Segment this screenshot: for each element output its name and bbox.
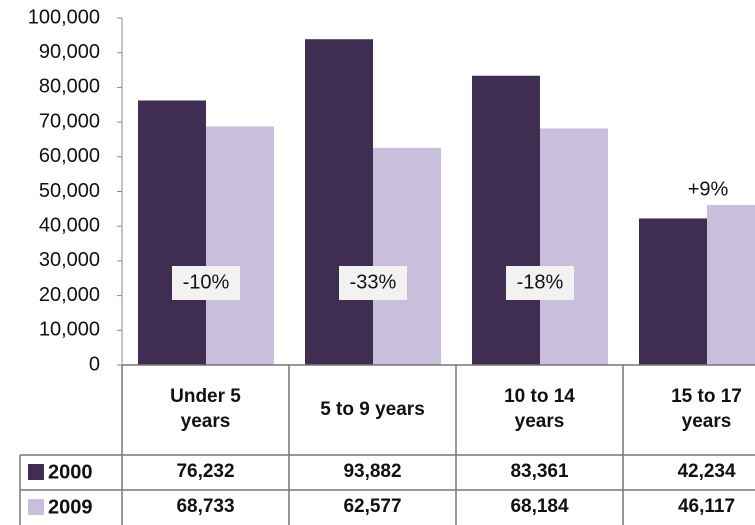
table-value-box: 76,232 — [176, 461, 235, 483]
y-tick-label: 30,000 — [39, 249, 100, 271]
table-value-box: 68,733 — [176, 496, 235, 518]
y-tick-label: 0 — [89, 353, 100, 375]
y-tick-label: 40,000 — [39, 214, 100, 236]
table-value: 62,577 — [343, 496, 402, 518]
y-tick-label: 90,000 — [39, 41, 100, 63]
bar — [707, 204, 755, 365]
bar — [472, 75, 540, 365]
y-tick-label: 100,000 — [28, 6, 100, 28]
x-tick-label-box: 5 to 9 years — [320, 398, 425, 420]
table-value: 46,117 — [677, 496, 736, 518]
annotation: +9% — [688, 178, 729, 200]
table-value: 68,733 — [176, 496, 235, 518]
table-value-box: 93,882 — [343, 461, 402, 483]
table-value: 93,882 — [343, 461, 402, 483]
annotation-box — [172, 266, 240, 300]
table-value: 83,361 — [510, 461, 569, 483]
legend-label: 2009 — [48, 496, 93, 518]
y-tick-label: 50,000 — [39, 180, 100, 202]
bar — [138, 100, 206, 365]
table-value-box: 83,361 — [510, 461, 569, 483]
x-tick-label-box: 15 to 17 years — [671, 386, 742, 432]
table-value-box: 62,577 — [343, 496, 402, 518]
annotation: -33% — [350, 271, 397, 293]
table-value-box: 46,117 — [677, 496, 736, 518]
legend-swatch — [28, 464, 44, 480]
table-value: 42,234 — [677, 461, 736, 483]
bar — [373, 147, 441, 365]
y-tick-label: 10,000 — [39, 319, 100, 341]
y-tick-label: 20,000 — [39, 284, 100, 306]
table-value-box: 68,184 — [510, 496, 569, 518]
annotation-box — [506, 266, 574, 300]
bar — [639, 218, 707, 365]
x-tick-label-box: 10 to 14 years — [504, 386, 575, 432]
bar — [540, 128, 608, 365]
bar — [206, 126, 274, 365]
y-tick-label: 80,000 — [39, 76, 100, 98]
legend-swatch — [28, 499, 44, 515]
x-tick-label-box: Under 5 years — [170, 386, 241, 432]
x-tick-label: Under 5 years — [170, 386, 241, 432]
table-value: 76,232 — [176, 461, 235, 483]
table-value-box: 42,234 — [677, 461, 736, 483]
x-tick-label: 5 to 9 years — [320, 398, 425, 420]
y-tick-label: 70,000 — [39, 110, 100, 132]
annotation: -10% — [183, 271, 230, 293]
y-tick-label: 60,000 — [39, 145, 100, 167]
bar — [305, 39, 373, 365]
x-tick-label: 10 to 14 years — [504, 386, 575, 432]
x-tick-label: 15 to 17 years — [671, 386, 742, 432]
annotation-box — [339, 266, 407, 300]
table-value: 68,184 — [510, 496, 569, 518]
legend-label: 2000 — [48, 461, 93, 483]
annotation: -18% — [517, 271, 564, 293]
